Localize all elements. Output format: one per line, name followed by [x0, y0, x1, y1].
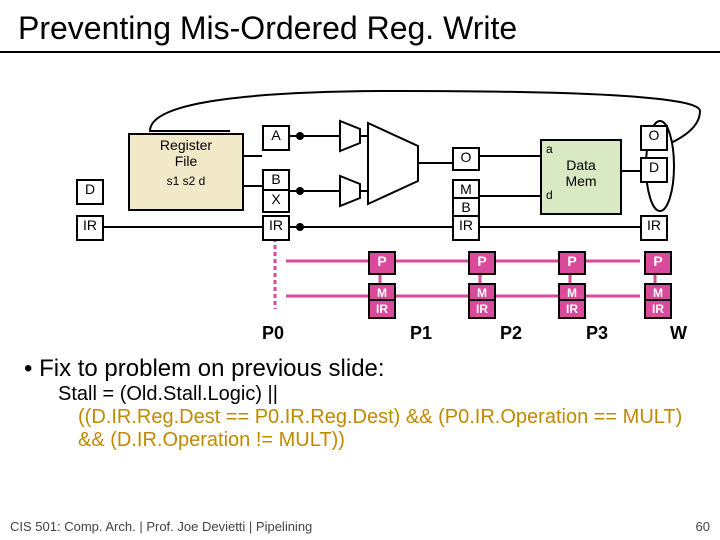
w-p: P [644, 251, 672, 275]
regfile-label2: File [130, 153, 242, 169]
bullet-area: • Fix to problem on previous slide: Stal… [0, 351, 720, 456]
bullet-main-text: Fix to problem on previous slide: [39, 355, 385, 382]
pipeline-diagram: D IR Register File s1 s2 d A B X IR O M … [0, 61, 720, 351]
footer-left: CIS 501: Comp. Arch. | Prof. Joe Deviett… [10, 519, 312, 534]
p1-p: P [368, 251, 396, 275]
p3-p: P [558, 251, 586, 275]
m-stage-o: O [452, 147, 480, 171]
datamem-port-a: a [546, 143, 616, 157]
stage-d-ir: IR [76, 215, 104, 241]
x-stage-a: A [262, 125, 290, 151]
register-file: Register File s1 s2 d [128, 133, 244, 211]
p1-ir: IR [368, 299, 396, 319]
bullet-main: • Fix to problem on previous slide: [24, 355, 696, 383]
bullet-sub2b: && (D.IR.Operation != MULT)) [78, 429, 696, 452]
title-rule [0, 51, 720, 53]
regfile-ports: s1 s2 d [130, 175, 242, 189]
bullet-sub1: Stall = (Old.Stall.Logic) || [58, 383, 696, 406]
datamem-port-d: d [546, 189, 616, 203]
w-stage-d: D [640, 157, 668, 183]
footer-page: 60 [696, 519, 710, 534]
stage-p2-label: P2 [500, 323, 522, 344]
bullet-sub2a: ((D.IR.Reg.Dest == P0.IR.Reg.Dest) && (P… [78, 406, 696, 429]
regfile-label1: Register [130, 137, 242, 153]
datamem-label1: Data [546, 157, 616, 173]
p2-ir: IR [468, 299, 496, 319]
slide-title: Preventing Mis-Ordered Reg. Write [0, 0, 720, 51]
p2-p: P [468, 251, 496, 275]
m-stage-ir: IR [452, 215, 480, 241]
w-stage-o: O [640, 125, 668, 151]
stage-p3-label: P3 [586, 323, 608, 344]
w-stage-ir: IR [640, 215, 668, 241]
datamem-label2: Mem [546, 173, 616, 189]
x-stage-ir: IR [262, 215, 290, 241]
x-stage-x: X [262, 189, 290, 213]
stage-w-label: W [670, 323, 687, 344]
footer: CIS 501: Comp. Arch. | Prof. Joe Deviett… [10, 519, 710, 534]
stage-d-reg: D [76, 179, 104, 205]
p3-ir: IR [558, 299, 586, 319]
stage-p1-label: P1 [410, 323, 432, 344]
data-memory: a Data Mem d [540, 139, 622, 215]
stage-p0-label: P0 [262, 323, 284, 344]
w-ir: IR [644, 299, 672, 319]
